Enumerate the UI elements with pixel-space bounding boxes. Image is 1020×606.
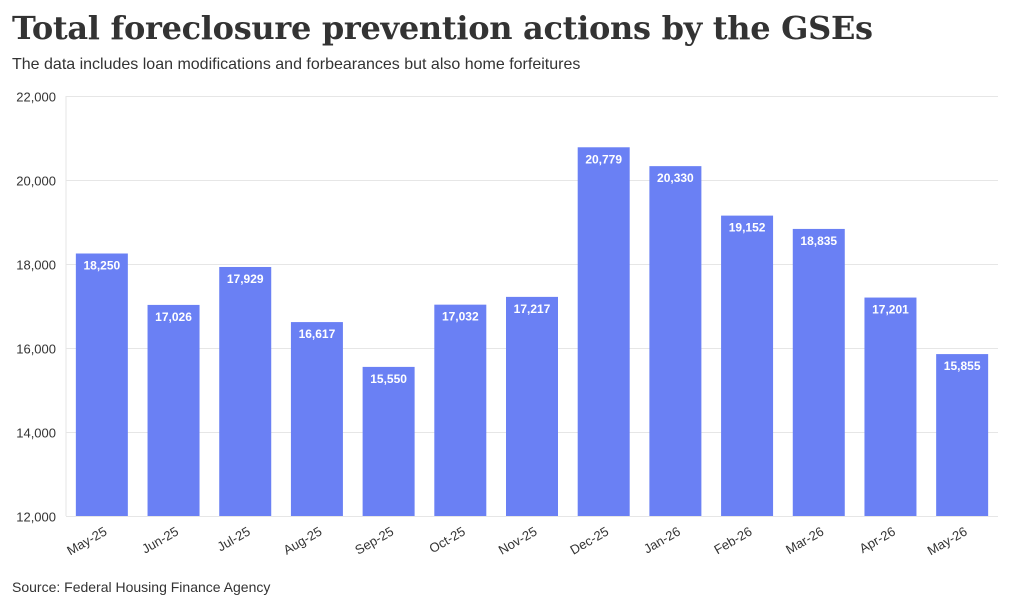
bars [75, 147, 989, 517]
x-tick-label: Jun-25 [139, 524, 181, 557]
bar-nov-25 [506, 296, 558, 516]
bar-oct-25 [434, 304, 487, 516]
x-tick-label: Jul-25 [215, 524, 253, 555]
bar-value-label: 17,929 [227, 272, 264, 286]
x-tick-label: Feb-26 [711, 524, 754, 558]
bar-mar-26 [792, 228, 845, 516]
y-tick-label: 20,000 [16, 174, 56, 189]
bar-value-label: 17,026 [155, 310, 192, 324]
chart-title: Total foreclosure prevention actions by … [12, 9, 873, 47]
bar-value-label: 19,152 [729, 221, 766, 235]
y-axis-ticks: 12,000 14,000 16,000 18,000 20,000 22,000 [16, 90, 56, 525]
x-tick-label: Dec-25 [567, 524, 611, 558]
x-tick-label: Aug-25 [281, 524, 325, 558]
bar-feb-26 [721, 215, 774, 516]
x-tick-label: Mar-26 [783, 524, 826, 558]
bar-sep-25 [362, 366, 415, 516]
x-tick-label: Nov-25 [496, 524, 540, 558]
y-tick-label: 22,000 [16, 90, 56, 105]
bar-jun-25 [147, 304, 200, 516]
bar-value-label: 17,201 [872, 303, 909, 317]
bar-value-label: 15,550 [370, 372, 407, 386]
y-tick-label: 18,000 [16, 258, 56, 273]
x-tick-label: May-26 [925, 524, 970, 559]
bar-value-label: 17,032 [442, 310, 479, 324]
source-note: Source: Federal Housing Finance Agency [12, 579, 271, 595]
bar-may-25 [75, 253, 128, 516]
x-tick-label: Oct-25 [427, 524, 468, 556]
y-tick-label: 14,000 [16, 426, 56, 441]
bar-may-26 [936, 354, 989, 516]
bar-value-label: 15,855 [944, 359, 981, 373]
bar-value-label: 18,835 [800, 234, 837, 248]
bar-apr-26 [864, 297, 917, 516]
x-tick-label: May-25 [64, 524, 109, 559]
bar-jan-26 [649, 166, 702, 516]
x-tick-label: Sep-25 [352, 524, 396, 558]
bar-value-label: 18,250 [83, 259, 120, 273]
chart-subtitle: The data includes loan modifications and… [12, 56, 581, 73]
bar-value-label: 17,217 [514, 302, 551, 316]
bar-value-label: 20,779 [585, 152, 622, 166]
x-tick-label: Jan-26 [641, 524, 683, 557]
bar-aug-25 [290, 322, 343, 516]
bar-value-label: 20,330 [657, 171, 694, 185]
bar-dec-25 [577, 147, 630, 517]
y-tick-label: 12,000 [16, 510, 56, 525]
bar-value-labels: 18,250 17,026 17,929 16,617 15,550 17,032 17,2… [83, 152, 980, 386]
bar-value-label: 16,617 [299, 327, 336, 341]
y-tick-label: 16,000 [16, 342, 56, 357]
x-tick-label: Apr-26 [857, 524, 898, 557]
x-axis-ticks: May-25 Jun-25 Jul-25 Aug-25 Sep-25 Oct-25 Nov-… [64, 524, 969, 559]
bar-jul-25 [219, 266, 272, 516]
